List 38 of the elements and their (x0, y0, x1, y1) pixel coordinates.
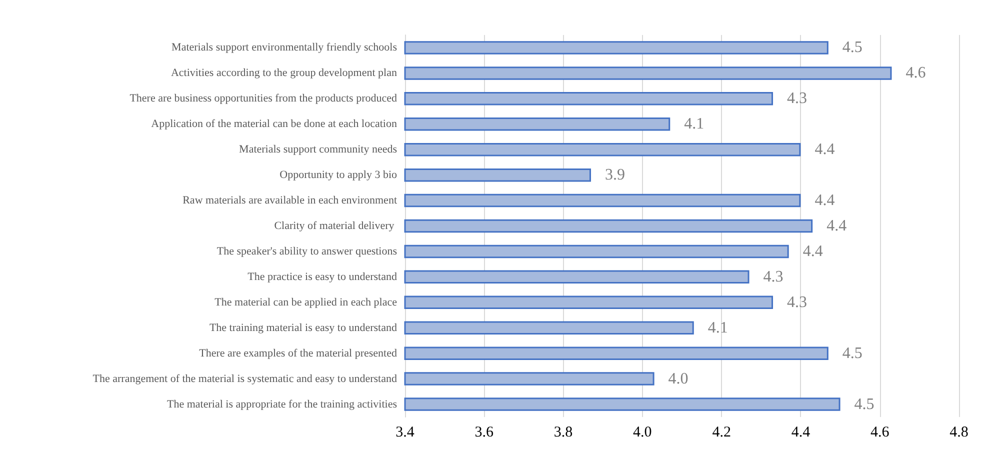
data-label: 4.3 (787, 90, 808, 108)
x-tick-label: 4.4 (791, 424, 811, 440)
y-tick-label: There are business opportunities from the products produced (130, 92, 398, 105)
data-label: 3.9 (604, 166, 625, 184)
y-tick-label: Raw materials are available in each environment (182, 194, 397, 207)
y-tick-label: There are examples of the material presented (199, 347, 398, 360)
data-label: 4.3 (787, 294, 808, 311)
data-label: 4.5 (854, 396, 874, 413)
data-label: 4.3 (763, 268, 784, 286)
y-tick-label: The speaker's ability to answer questions (216, 245, 397, 258)
data-label: 4.6 (906, 64, 926, 82)
y-tick-label: Materials support community needs (239, 144, 397, 156)
x-tick-label: 3.6 (474, 424, 494, 440)
y-tick-label: Clarity of material delivery (274, 220, 397, 232)
x-tick-label: 3.4 (396, 424, 415, 440)
data-label: 4.4 (814, 141, 835, 158)
y-tick-label: Opportunity to apply 3 bio (280, 169, 398, 182)
data-label: 4.1 (708, 319, 728, 336)
y-tick-label: The practice is easy to understand (248, 270, 398, 283)
data-label: 4.0 (668, 370, 688, 388)
x-tick-label: 3.8 (554, 424, 573, 440)
data-label: 4.5 (842, 39, 862, 56)
y-tick-label: The arrangement of the material is systematic and easy to understand (92, 372, 398, 385)
y-tick-label: The material can be applied in each place (214, 296, 398, 308)
data-label: 4.4 (814, 192, 835, 210)
x-tick-label: 4.0 (633, 424, 652, 440)
y-tick-label: The training material is easy to understand (209, 322, 398, 334)
data-label: 4.4 (826, 218, 847, 234)
y-tick-label: Activities according to the group development plan (170, 67, 398, 80)
y-tick-label: Materials support environmentally friendly schools (172, 42, 397, 54)
y-tick-label: Application of the material can be done at each location (151, 118, 398, 130)
data-label: 4.5 (842, 344, 862, 362)
data-label: 4.4 (802, 242, 823, 260)
x-tick-label: 4.6 (870, 424, 890, 440)
data-label: 4.1 (684, 116, 704, 133)
x-tick-label: 4.8 (950, 424, 968, 440)
x-tick-label: 4.2 (712, 424, 731, 440)
y-tick-label: The material is appropriate for the training activities (167, 398, 397, 410)
